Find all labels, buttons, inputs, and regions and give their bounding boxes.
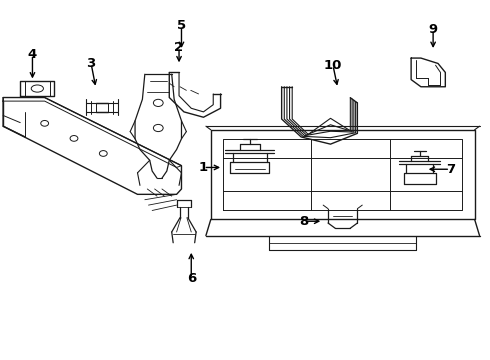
Text: 1: 1 — [199, 161, 208, 174]
Text: 2: 2 — [174, 41, 184, 54]
Text: 9: 9 — [429, 23, 438, 36]
Text: 3: 3 — [86, 57, 96, 70]
Text: 7: 7 — [445, 163, 455, 176]
Text: 6: 6 — [187, 272, 196, 285]
Text: 8: 8 — [299, 215, 308, 228]
Text: 4: 4 — [28, 48, 37, 61]
Text: 10: 10 — [324, 59, 342, 72]
Text: 5: 5 — [177, 19, 186, 32]
